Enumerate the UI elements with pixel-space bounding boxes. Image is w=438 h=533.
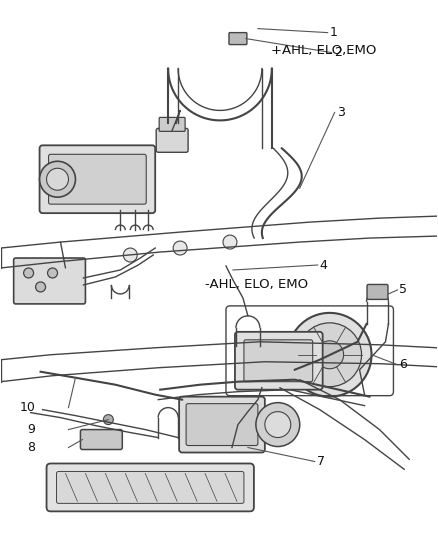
Text: 5: 5 [399, 284, 407, 296]
Circle shape [48, 268, 57, 278]
FancyBboxPatch shape [49, 154, 146, 204]
FancyBboxPatch shape [14, 258, 85, 304]
Circle shape [39, 161, 75, 197]
Text: 4: 4 [320, 259, 328, 271]
Circle shape [298, 323, 361, 386]
Text: 3: 3 [337, 106, 345, 119]
Circle shape [124, 248, 137, 262]
Circle shape [288, 313, 371, 397]
FancyBboxPatch shape [46, 464, 254, 511]
Circle shape [265, 411, 291, 438]
Circle shape [256, 402, 300, 447]
FancyBboxPatch shape [81, 430, 122, 449]
FancyBboxPatch shape [367, 285, 388, 300]
FancyBboxPatch shape [156, 128, 188, 152]
Text: -AHL, ELO, EMO: -AHL, ELO, EMO [205, 278, 308, 292]
Text: 8: 8 [28, 441, 35, 454]
Circle shape [103, 415, 113, 425]
FancyBboxPatch shape [244, 340, 313, 382]
Circle shape [46, 168, 68, 190]
Circle shape [223, 235, 237, 249]
FancyBboxPatch shape [39, 146, 155, 213]
Text: 7: 7 [317, 455, 325, 468]
Text: 10: 10 [20, 401, 35, 414]
Circle shape [24, 268, 34, 278]
FancyBboxPatch shape [159, 117, 185, 131]
Text: +AHL, ELO,EMO: +AHL, ELO,EMO [271, 44, 376, 57]
Circle shape [173, 241, 187, 255]
Text: 9: 9 [28, 423, 35, 436]
Text: 6: 6 [399, 358, 407, 372]
Circle shape [35, 282, 46, 292]
Circle shape [316, 341, 343, 369]
FancyBboxPatch shape [57, 472, 244, 503]
Text: 2: 2 [334, 46, 342, 59]
Text: 1: 1 [330, 26, 338, 39]
FancyBboxPatch shape [235, 332, 323, 390]
FancyBboxPatch shape [229, 33, 247, 45]
FancyBboxPatch shape [179, 397, 265, 453]
FancyBboxPatch shape [186, 403, 258, 446]
